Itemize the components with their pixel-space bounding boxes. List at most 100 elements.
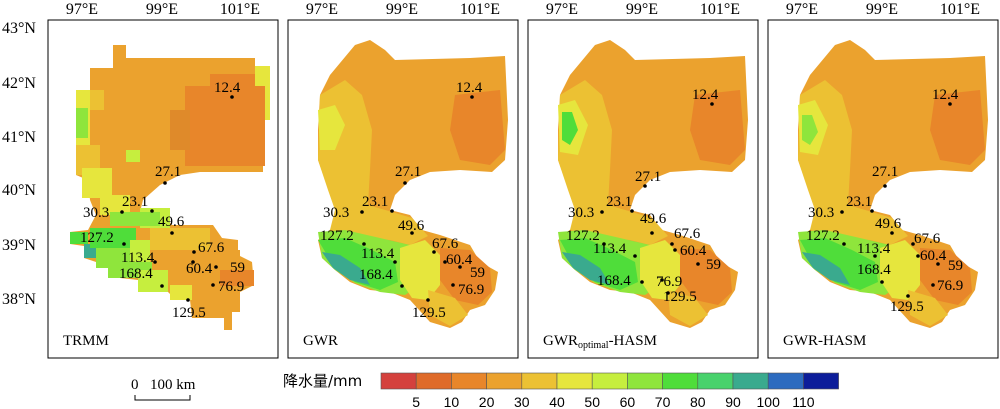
station-dot: [360, 210, 364, 214]
station-value-label: 127.2: [566, 228, 600, 244]
legend-tick-label: 20: [479, 394, 495, 409]
station-value-label: 23.1: [362, 194, 388, 210]
station-dot: [186, 298, 190, 302]
station-dot: [170, 231, 174, 235]
latitude-labels: 43°N 42°N 41°N 40°N 39°N 38°N: [2, 20, 36, 308]
longitude-label: 101°E: [460, 1, 500, 18]
station-value-label: 60.4: [680, 243, 707, 259]
legend-color-swatch: [451, 372, 487, 390]
legend-tick-label: 50: [584, 394, 600, 409]
station-dot: [936, 262, 940, 266]
precipitation-legend: 降水量/mm 5 10 20 30 40 50 60 70 80 90 100 110: [283, 372, 839, 409]
panel-trmm: TRMM: [47, 19, 279, 359]
station-dot: [630, 209, 634, 213]
legend-color-swatch: [556, 372, 593, 390]
panel-frame: [527, 19, 759, 359]
station-dot: [883, 184, 887, 188]
station-dot: [390, 209, 394, 213]
trmm-raster: [70, 45, 270, 330]
panel-gwr-optimal-hasm: GWRoptimal-HASM: [527, 19, 759, 359]
station-value-label: 12.4: [214, 80, 241, 96]
station-value-label: 27.1: [635, 169, 661, 185]
station-dot: [153, 260, 157, 264]
station-value-label: 76.9: [937, 278, 963, 294]
station-dot: [211, 283, 215, 287]
legend-color-swatch: [627, 372, 663, 390]
station-value-label: 113.4: [121, 250, 155, 266]
station-value-label: 67.6: [432, 236, 459, 252]
station-dot: [122, 242, 126, 246]
station-dot: [163, 181, 167, 185]
station-dot: [710, 102, 714, 106]
panel-frame: [767, 19, 999, 359]
legend-tick-label: 100: [757, 394, 781, 409]
station-value-label: 30.3: [568, 205, 594, 221]
longitude-label: 99°E: [146, 1, 178, 18]
panel-title: GWR: [303, 333, 338, 349]
station-dot: [931, 283, 935, 287]
station-value-label: 30.3: [323, 205, 349, 221]
legend-color-swatch: [697, 372, 734, 390]
panel-frame: [287, 19, 519, 359]
longitude-label: 97°E: [306, 1, 338, 18]
station-value-label: 127.2: [806, 228, 840, 244]
station-value-label: 59: [470, 265, 485, 281]
station-value-label: 67.6: [914, 231, 941, 247]
station-dot: [948, 102, 952, 106]
longitude-labels: 97°E 99°E 101°E 97°E 99°E 101°E 97°E 99°E 101°E 9…: [66, 1, 980, 18]
station-dot: [393, 260, 397, 264]
panel-gwr-hasm: GWR-HASM: [767, 19, 999, 359]
station-dot: [840, 210, 844, 214]
legend-swatches: [380, 372, 839, 390]
scale-bar: 0 100 km: [131, 377, 196, 401]
gwr-hasm-raster: [798, 40, 988, 328]
station-dot: [400, 284, 404, 288]
longitude-label: 101°E: [220, 1, 260, 18]
station-dot: [911, 242, 915, 246]
longitude-label: 101°E: [700, 1, 740, 18]
station-dot: [696, 262, 700, 266]
station-value-label: 49.6: [158, 214, 185, 230]
station-value-label: 49.6: [875, 216, 902, 232]
station-value-label: 59: [230, 260, 245, 276]
station-dot: [916, 254, 920, 258]
station-value-label: 27.1: [872, 164, 898, 180]
station-dot: [670, 242, 674, 246]
legend-color-swatch: [380, 372, 417, 390]
legend-color-swatch: [662, 372, 699, 390]
legend-tick-label: 110: [792, 394, 815, 409]
station-dot: [660, 278, 664, 282]
station-dot: [426, 298, 430, 302]
station-value-label: 76.9: [458, 282, 484, 298]
station-dot: [362, 242, 366, 246]
station-value-label: 168.4: [359, 267, 393, 283]
gwr-raster: [318, 40, 508, 328]
station-value-label: 12.4: [456, 80, 483, 96]
station-value-label: 76.9: [656, 274, 682, 290]
station-dot: [666, 291, 670, 295]
station-value-label: 59: [948, 258, 963, 274]
station-value-label: 12.4: [932, 87, 959, 103]
legend-tick-label: 40: [549, 394, 565, 409]
station-dot: [870, 209, 874, 213]
station-value-label: 23.1: [846, 194, 872, 210]
station-value-label: 30.3: [83, 205, 109, 221]
latitude-label: 43°N: [2, 20, 36, 37]
latitude-label: 38°N: [2, 291, 36, 308]
panel-title: TRMM: [63, 333, 109, 349]
longitude-label: 99°E: [866, 1, 898, 18]
station-value-label: 30.3: [808, 205, 834, 221]
station-value-label: 113.4: [361, 246, 395, 262]
legend-tick-label: 10: [444, 394, 460, 409]
station-value-label: 60.4: [920, 248, 947, 264]
station-dot: [640, 280, 644, 284]
station-dot: [842, 242, 846, 246]
station-value-label: 59: [706, 257, 721, 273]
gwr-optimal-hasm-raster: [558, 40, 748, 328]
legend-title: 降水量/mm: [283, 372, 362, 390]
station-dot: [880, 280, 884, 284]
station-value-label: 23.1: [606, 194, 632, 210]
legend-color-swatch: [767, 372, 804, 390]
